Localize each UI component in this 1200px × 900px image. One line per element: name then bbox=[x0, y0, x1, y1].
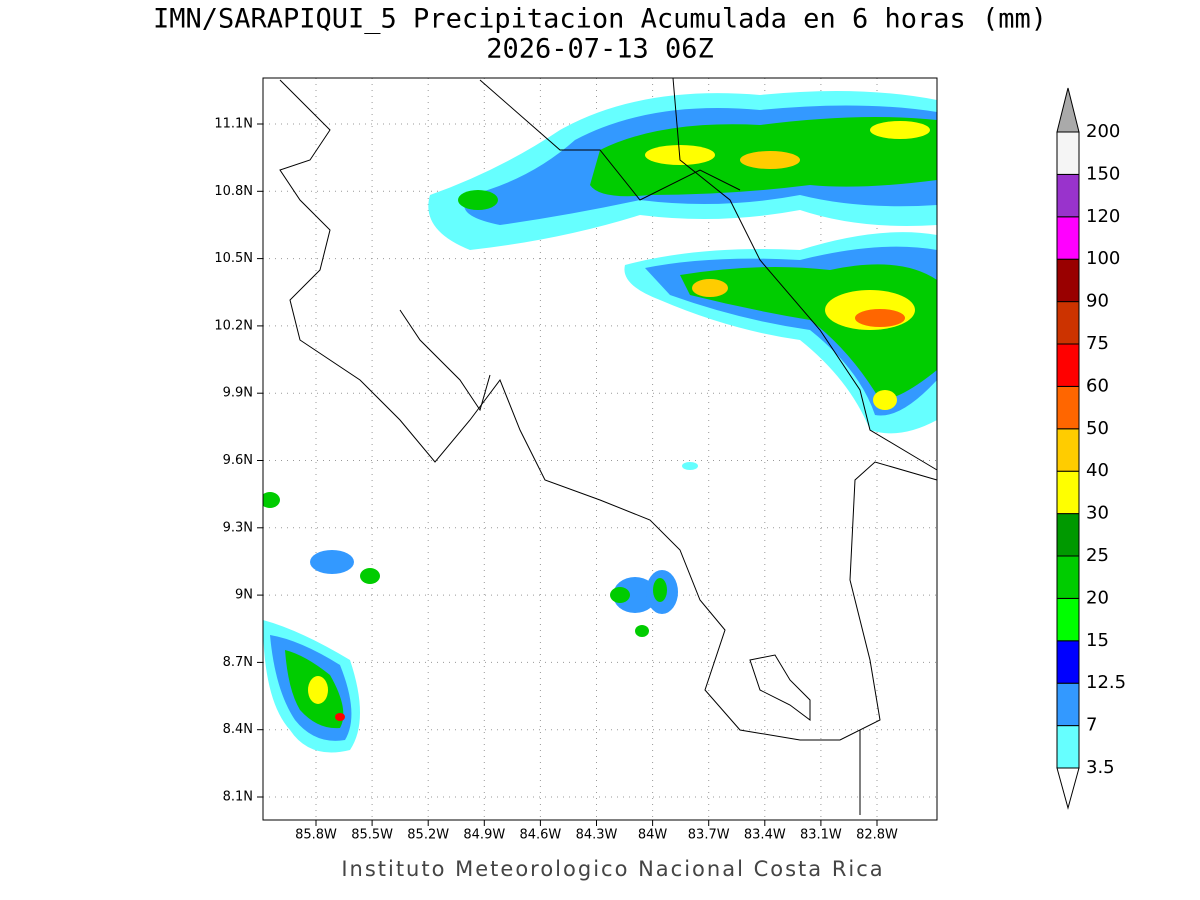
colorbar-box bbox=[1056, 343, 1080, 387]
colorbar-box bbox=[1056, 173, 1080, 218]
colorbar-label: 50 bbox=[1086, 418, 1109, 439]
colorbar-under bbox=[1056, 767, 1080, 810]
grid bbox=[263, 78, 937, 820]
colorbar-label: 3.5 bbox=[1086, 757, 1115, 778]
colorbar-box bbox=[1056, 216, 1080, 260]
colorbar-label: 20 bbox=[1086, 587, 1109, 608]
lon-tick-label: 83.4W bbox=[744, 828, 786, 843]
lat-tick-label: 9.9N bbox=[223, 386, 253, 401]
colorbar-label: 12.5 bbox=[1086, 672, 1126, 693]
colorbar-label: 7 bbox=[1086, 715, 1097, 736]
lat-tick-label: 8.7N bbox=[223, 655, 253, 670]
colorbar-box bbox=[1056, 258, 1080, 303]
colorbar-box bbox=[1056, 131, 1080, 175]
lon-tick-label: 82.8W bbox=[856, 828, 898, 843]
lon-tick-label: 85.5W bbox=[351, 828, 393, 843]
lat-tick-label: 9N bbox=[235, 588, 253, 603]
footer: Instituto Meteorologico Nacional Costa R… bbox=[341, 857, 884, 881]
colorbar-label: 15 bbox=[1086, 630, 1109, 651]
lon-tick-label: 83.7W bbox=[688, 828, 730, 843]
colorbar-label: 25 bbox=[1086, 545, 1109, 566]
colorbar-label: 120 bbox=[1086, 206, 1120, 227]
precipitation bbox=[263, 91, 937, 753]
lat-tick-label: 10.2N bbox=[214, 318, 253, 333]
colorbar-label: 200 bbox=[1086, 121, 1120, 142]
title: IMN/SARAPIQUI_5 Precipitacion Acumulada … bbox=[153, 4, 1047, 35]
colorbar-label: 30 bbox=[1086, 503, 1109, 524]
lon-tick-label: 85.8W bbox=[295, 828, 337, 843]
lat-tick-label: 8.1N bbox=[223, 790, 253, 805]
colorbar-label: 150 bbox=[1086, 163, 1120, 184]
map-frame bbox=[262, 77, 938, 821]
colorbar: 3.5 7 12.5 15 20 25 30 40 50 60 75 90 100 120 150 200 bbox=[1056, 87, 1126, 810]
lat-tick-label: 9.6N bbox=[223, 453, 253, 468]
colorbar-box bbox=[1056, 428, 1080, 472]
colorbar-over bbox=[1056, 87, 1080, 133]
colorbar-label: 60 bbox=[1086, 375, 1109, 396]
lat-tick-label: 10.5N bbox=[214, 251, 253, 266]
colorbar-label: 75 bbox=[1086, 333, 1109, 354]
lon-tick-label: 84.6W bbox=[519, 828, 561, 843]
colorbar-box bbox=[1056, 470, 1080, 515]
colorbar-box bbox=[1056, 385, 1080, 430]
colorbar-box bbox=[1056, 555, 1080, 599]
colorbar-box bbox=[1056, 301, 1080, 345]
lon-tick-label: 83.1W bbox=[800, 828, 842, 843]
colorbar-label: 90 bbox=[1086, 291, 1109, 312]
lon-tick-label: 84.3W bbox=[576, 828, 618, 843]
colorbar-box bbox=[1056, 682, 1080, 727]
colorbar-label: 100 bbox=[1086, 248, 1120, 269]
colorbar-box bbox=[1056, 513, 1080, 557]
colorbar-box bbox=[1056, 725, 1080, 769]
subtitle: 2026-07-13 06Z bbox=[486, 34, 714, 65]
lat-tick-label: 9.3N bbox=[223, 520, 253, 535]
coastlines bbox=[279, 77, 938, 815]
colorbar-label: 40 bbox=[1086, 460, 1109, 481]
lat-tick-label: 8.4N bbox=[223, 722, 253, 737]
lat-tick-label: 10.8N bbox=[214, 184, 253, 199]
lon-tick-label: 84.9W bbox=[463, 828, 505, 843]
lon-tick-label: 84W bbox=[638, 828, 668, 843]
colorbar-box bbox=[1056, 640, 1080, 684]
lat-tick-label: 11.1N bbox=[214, 117, 253, 132]
lon-tick-label: 85.2W bbox=[407, 828, 449, 843]
colorbar-box bbox=[1056, 597, 1080, 642]
